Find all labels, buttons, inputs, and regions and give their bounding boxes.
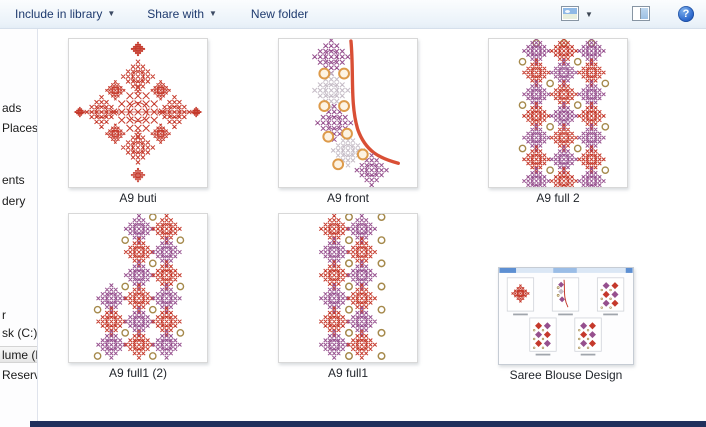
file-item-saree-blouse-design[interactable]: Saree Blouse Design	[498, 267, 634, 382]
include-in-library-label: Include in library	[15, 7, 103, 21]
file-item-a9-full1-2[interactable]: A9 full1 (2)	[68, 213, 208, 380]
file-name: Saree Blouse Design	[509, 368, 623, 382]
thumbnail-a9-front	[278, 38, 418, 188]
thumbnail-a9-full1-2	[68, 213, 208, 363]
file-item-a9-full-2[interactable]: A9 full 2	[488, 38, 628, 205]
new-folder-button[interactable]: New folder	[242, 2, 317, 26]
thumbnail-a9-buti	[68, 38, 208, 188]
sidebar-item-documents[interactable]: ents	[2, 173, 25, 187]
file-name: A9 front	[326, 191, 370, 205]
picture-thumbnail-icon	[563, 8, 577, 19]
file-item-a9-full1[interactable]: A9 full1	[278, 213, 418, 380]
file-name: A9 full1 (2)	[108, 366, 168, 380]
new-folder-label: New folder	[250, 7, 309, 21]
sidebar-item-recent-places[interactable]: Places	[2, 121, 38, 135]
share-with-button[interactable]: Share with ▼	[138, 2, 226, 26]
thumbnail-a9-full-2	[488, 38, 628, 188]
help-icon[interactable]: ?	[678, 6, 694, 22]
file-item-a9-front[interactable]: A9 front	[278, 38, 418, 205]
sidebar-item-disk-c[interactable]: sk (C:)	[2, 326, 38, 340]
sidebar-item-downloads[interactable]: ads	[2, 101, 22, 115]
views-dropdown-caret[interactable]: ▼	[585, 10, 593, 19]
sidebar-item-computer[interactable]: r	[2, 308, 6, 322]
sidebar-item-volume-d[interactable]: lume (D	[2, 348, 37, 362]
file-list: A9 buti A9 front A9 full 2 A9 full1 (2)	[38, 29, 706, 427]
sidebar-item-embroidery[interactable]: dery	[2, 194, 26, 208]
thumbnail-a9-full1	[278, 213, 418, 363]
file-name: A9 full 2	[536, 191, 580, 205]
command-bar: Include in library ▼ Share with ▼ New fo…	[0, 0, 706, 29]
views-icon[interactable]	[561, 6, 579, 21]
preview-pane-blue-panel	[640, 8, 648, 19]
chevron-down-icon: ▼	[209, 9, 217, 18]
share-with-label: Share with	[147, 7, 204, 21]
file-name: A9 full1	[327, 366, 369, 380]
selected-item-highlight	[0, 346, 37, 363]
sidebar-item-system-reserved[interactable]: Reserve	[2, 368, 37, 382]
navigation-pane: ads Places ents dery r sk (C:) lume (D R…	[0, 29, 38, 427]
thumbnail-saree-blouse-design	[498, 267, 634, 365]
file-name: A9 buti	[119, 191, 157, 205]
bottom-edge-bar	[30, 421, 706, 427]
preview-pane-icon[interactable]	[632, 6, 650, 21]
chevron-down-icon: ▼	[107, 9, 116, 18]
include-in-library-button[interactable]: Include in library ▼	[6, 2, 124, 26]
file-item-a9-buti[interactable]: A9 buti	[68, 38, 208, 205]
